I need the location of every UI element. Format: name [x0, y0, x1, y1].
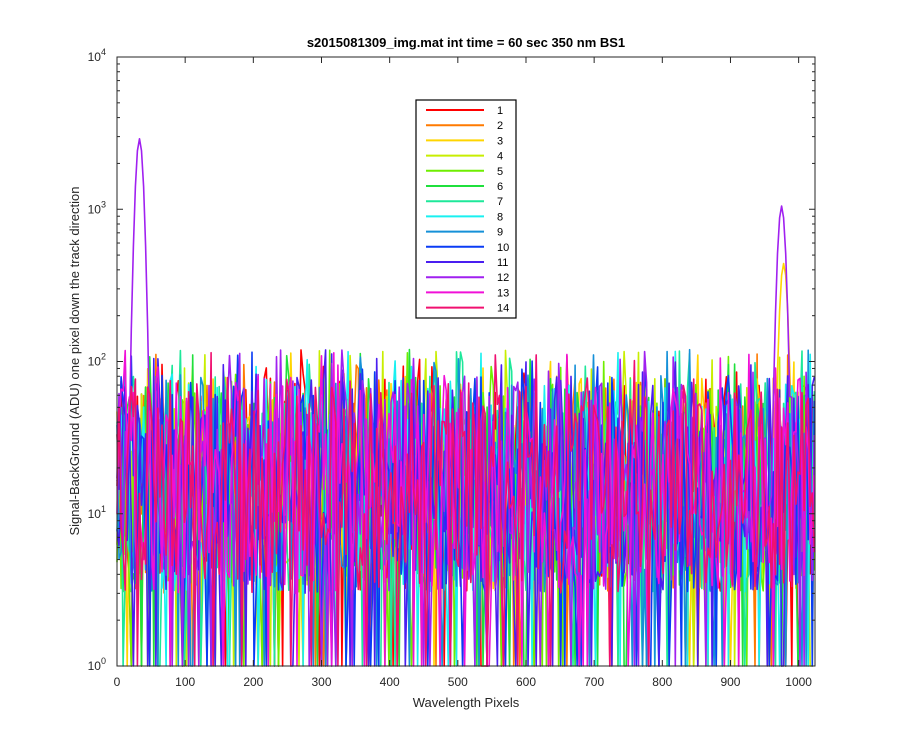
legend-box — [415, 99, 517, 319]
legend-label-7: 7 — [497, 196, 503, 208]
x-tick-label: 100 — [175, 675, 195, 689]
x-tick-label: 200 — [243, 675, 263, 689]
legend-label-14: 14 — [497, 303, 509, 315]
x-tick-label: 700 — [584, 675, 604, 689]
x-tick-label: 0 — [114, 675, 121, 689]
series-layer — [116, 138, 816, 667]
legend-label-5: 5 — [497, 166, 503, 178]
series-line-14 — [116, 351, 816, 667]
legend-label-9: 9 — [497, 227, 503, 239]
x-axis: 0 100 200 300 400 500 600 700 800 900 1000 — [114, 57, 812, 689]
x-tick-label: 500 — [448, 675, 468, 689]
x-tick-label: 800 — [652, 675, 672, 689]
x-tick-label: 400 — [380, 675, 400, 689]
x-tick-label: 300 — [311, 675, 331, 689]
legend-label-10: 10 — [497, 242, 509, 254]
y-tick-label: 104 — [88, 47, 106, 64]
x-axis-label: Wavelength Pixels — [413, 695, 520, 710]
x-tick-label: 900 — [720, 675, 740, 689]
legend-label-11: 11 — [497, 257, 508, 269]
y-axis-label: Signal-BackGround (ADU) one pixel down t… — [67, 186, 82, 535]
y-tick-label: 101 — [88, 504, 106, 521]
y-tick-label: 102 — [88, 352, 106, 369]
legend-label-8: 8 — [497, 211, 503, 223]
legend-label-4: 4 — [497, 151, 503, 163]
legend-label-1: 1 — [497, 105, 503, 117]
legend-label-2: 2 — [497, 120, 503, 132]
y-tick-label: 100 — [88, 656, 106, 673]
legend-label-13: 13 — [497, 287, 509, 299]
legend-label-12: 12 — [497, 272, 509, 284]
legend-label-3: 3 — [497, 135, 503, 147]
x-tick-label: 1000 — [785, 675, 812, 689]
x-tick-label: 600 — [516, 675, 536, 689]
legend-label-6: 6 — [497, 181, 503, 193]
y-tick-label: 103 — [88, 199, 106, 216]
chart-title: s2015081309_img.mat int time = 60 sec 35… — [307, 35, 625, 50]
